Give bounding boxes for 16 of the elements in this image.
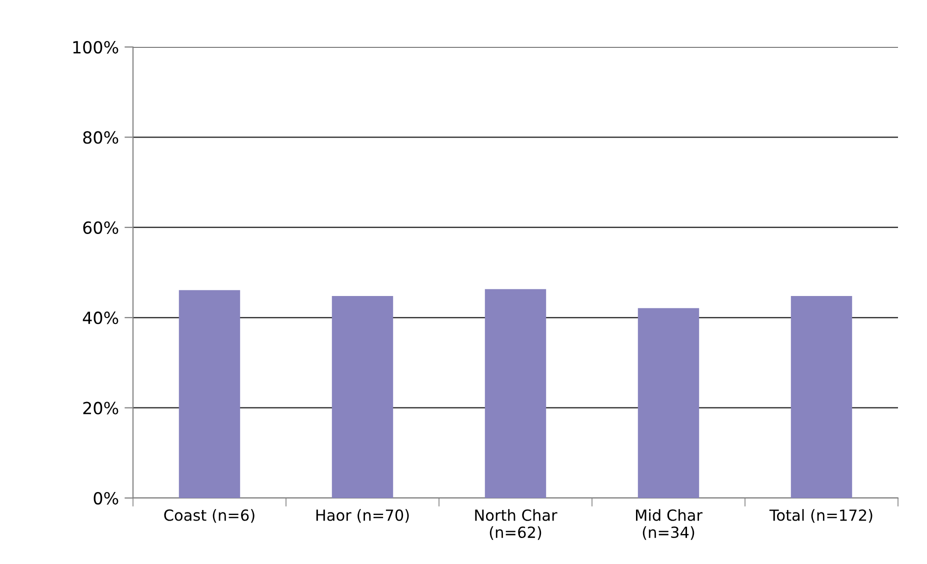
bar [638, 308, 700, 498]
x-tick-label: Haor (n=70) [316, 509, 409, 523]
bar [332, 296, 394, 498]
y-tick-label: 20% [83, 402, 118, 414]
x-tick-label: Mid Char (n=34) [636, 509, 702, 540]
bar [178, 290, 240, 498]
y-tick-label: 0% [94, 492, 118, 505]
y-tick-label: 80% [83, 131, 118, 144]
x-tick-label: Total (n=172) [769, 509, 872, 523]
x-tick-label: Coast (n=6) [164, 509, 254, 523]
y-tick-label: 40% [82, 312, 118, 324]
bar [484, 289, 546, 498]
y-tick-label: 100% [73, 40, 118, 54]
bar [790, 296, 852, 498]
y-tick-label: 60% [83, 221, 118, 234]
x-tick-label: North Char (n=62) [475, 509, 558, 540]
